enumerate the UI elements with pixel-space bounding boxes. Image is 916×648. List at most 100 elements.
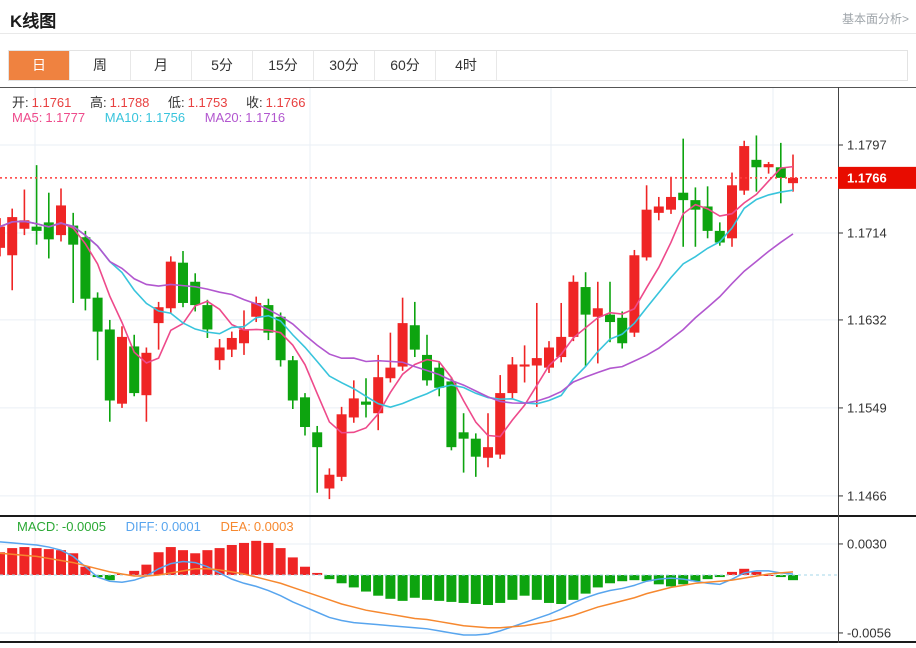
candle (446, 381, 457, 448)
candle (641, 209, 652, 258)
tab-5min[interactable]: 5分 (192, 51, 253, 80)
kline-chart[interactable]: 1.1797 1.1714 1.1632 1.1549 1.1466 0.0030 -0.0… (0, 87, 916, 644)
macd-bar (739, 568, 750, 575)
candle (348, 398, 359, 418)
candle (117, 336, 127, 404)
candle (495, 393, 506, 455)
candle (470, 438, 481, 457)
candle (727, 185, 737, 239)
macd-bar (214, 548, 225, 575)
macd-bar (190, 553, 201, 575)
candle (592, 308, 603, 317)
price-axis-label: 1.1549 (847, 400, 887, 415)
fundamental-analysis-link[interactable]: 基本面分析> (841, 12, 909, 26)
candle (190, 281, 201, 306)
candle (385, 367, 396, 379)
macd-bar (714, 575, 725, 578)
header-divider (0, 33, 916, 34)
macd-bar (434, 575, 445, 601)
macd-bar (263, 542, 274, 575)
macd-bar (605, 575, 615, 584)
candle (214, 347, 225, 361)
price-axis-label: 1.1632 (847, 312, 887, 327)
tab-30min[interactable]: 30分 (314, 51, 375, 80)
macd-bar (68, 553, 79, 575)
candle (31, 226, 42, 231)
candle (422, 354, 432, 381)
candle (434, 367, 445, 388)
candle (129, 346, 140, 394)
candle (178, 262, 188, 303)
macd-bar (495, 575, 506, 603)
candle (556, 336, 567, 358)
candle (544, 347, 554, 368)
macd-bar (544, 575, 554, 603)
macd-bar (556, 575, 567, 604)
candle (141, 352, 152, 396)
candle (653, 206, 664, 213)
tab-15min[interactable]: 15分 (253, 51, 314, 80)
macd-bar (470, 575, 481, 604)
candle (605, 314, 615, 323)
candle (739, 146, 750, 191)
macd-bar (629, 575, 640, 581)
macd-bar (104, 575, 115, 581)
candle (312, 432, 323, 448)
candle (202, 305, 213, 330)
candle (751, 159, 762, 168)
macd-bar (519, 575, 530, 596)
last-price-badge (838, 166, 916, 189)
macd-bar (775, 575, 786, 578)
candle (153, 307, 164, 324)
candle (678, 192, 689, 201)
macd-bar (0, 552, 5, 575)
macd-bar (751, 571, 762, 575)
macd-axis-label: -0.0056 (847, 625, 891, 640)
ma10-line (0, 189, 794, 409)
candle (568, 281, 579, 337)
macd-bar (141, 564, 152, 575)
last-price-label: 1.1766 (847, 170, 887, 185)
candle (19, 220, 30, 229)
tab-monthly[interactable]: 月 (131, 51, 192, 80)
macd-bar (361, 575, 371, 592)
tab-daily[interactable]: 日 (9, 51, 70, 80)
interval-tab-bar: 日周月 5分 15分 30分 60分 4时 (8, 50, 908, 81)
dea-line (0, 552, 794, 629)
macd-bar (580, 575, 591, 594)
macd-bar (641, 575, 652, 582)
macd-bar (336, 575, 347, 584)
macd-bar (56, 550, 66, 575)
macd-bar (788, 575, 798, 581)
macd-bar (409, 575, 420, 598)
macd-bar (300, 566, 310, 575)
candle (788, 177, 798, 184)
macd-bar (251, 540, 262, 575)
tab-weekly[interactable]: 周 (70, 51, 131, 80)
candle (702, 206, 713, 231)
candle (287, 360, 298, 401)
candle (397, 323, 408, 367)
macd-bar (592, 575, 603, 588)
macd-bar (446, 575, 457, 602)
candle (483, 447, 493, 458)
price-axis-label: 1.1714 (847, 225, 887, 240)
candle (373, 377, 384, 414)
tab-4hour[interactable]: 4时 (436, 51, 497, 80)
candle (714, 230, 725, 243)
candle (361, 401, 371, 405)
macd-axis-label: 0.0030 (847, 536, 887, 551)
candle (275, 316, 286, 361)
macd-bar (226, 544, 237, 575)
macd-bar (43, 549, 54, 575)
macd-bar (312, 572, 323, 575)
diff-line (0, 541, 794, 636)
candle (519, 364, 530, 367)
macd-bar (617, 575, 628, 582)
tab-60min[interactable]: 60分 (375, 51, 436, 80)
macd-bar (385, 575, 396, 599)
macd-bar (275, 548, 286, 575)
macd-bar (666, 575, 676, 587)
candle (531, 358, 542, 366)
